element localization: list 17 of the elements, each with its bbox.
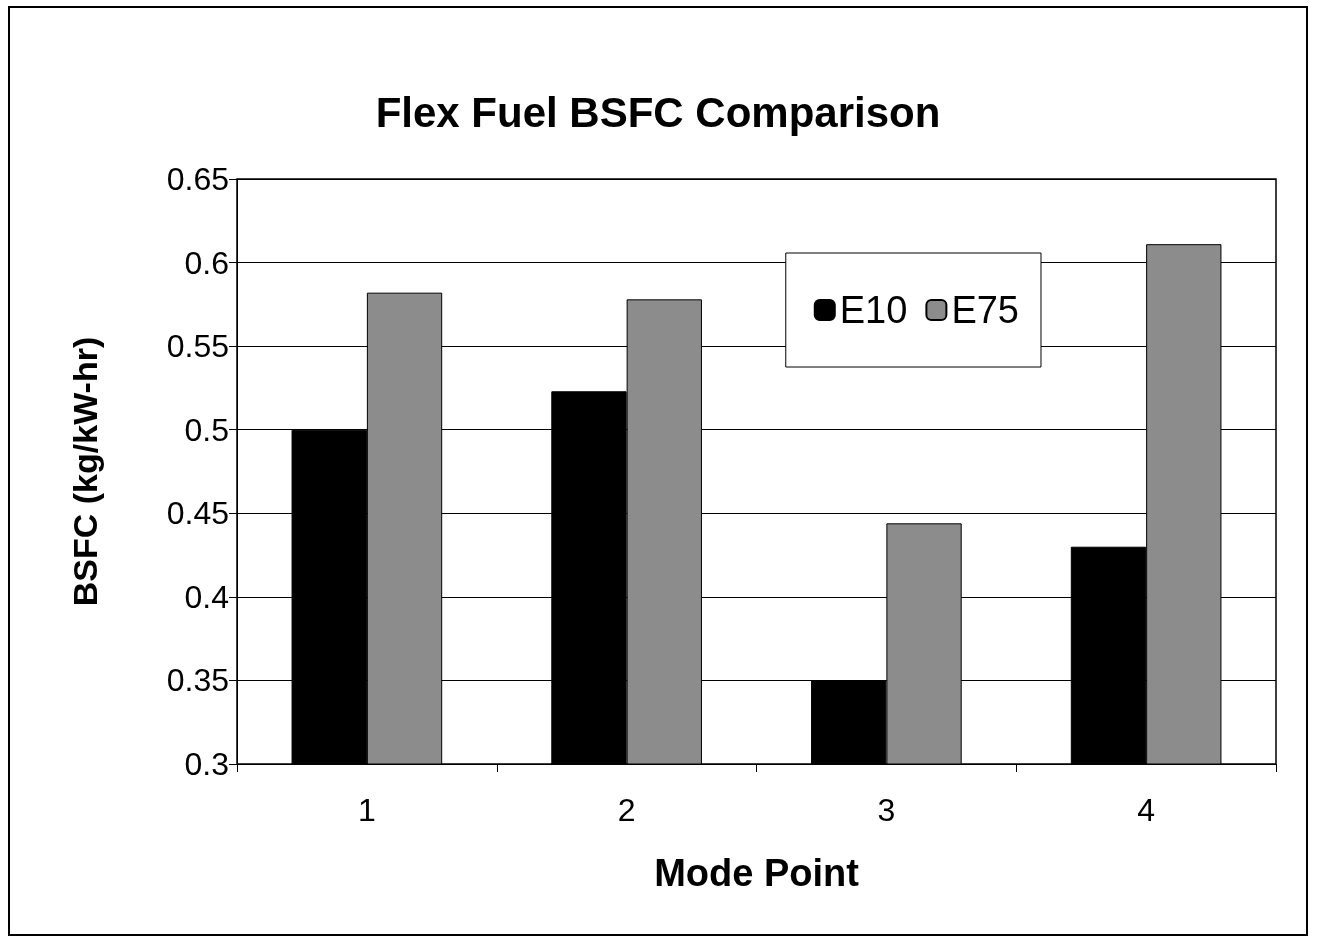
y-tick-label: 0.3 <box>184 746 229 782</box>
y-tick-label: 0.6 <box>184 244 229 281</box>
y-tick-label: 0.45 <box>166 495 229 532</box>
y-axis-title: BSFC (kg/kW-hr) <box>66 336 104 607</box>
y-tick-label: 0.65 <box>166 161 229 197</box>
x-tick-label: 1 <box>357 792 376 828</box>
x-axis-title: Mode Point <box>654 852 860 894</box>
y-tick-label: 0.5 <box>184 411 229 448</box>
x-tick-label: 3 <box>877 792 896 828</box>
x-tick-label: 4 <box>1137 792 1156 828</box>
legend-label: E75 <box>951 289 1020 331</box>
legend-label: E10 <box>839 289 908 331</box>
y-tick-label: 0.4 <box>184 578 229 615</box>
y-tick-label: 0.35 <box>166 662 229 699</box>
x-tick-label: 2 <box>617 792 636 828</box>
chart-title: Flex Fuel BSFC Comparison <box>375 88 941 136</box>
y-tick-label: 0.55 <box>166 328 229 365</box>
